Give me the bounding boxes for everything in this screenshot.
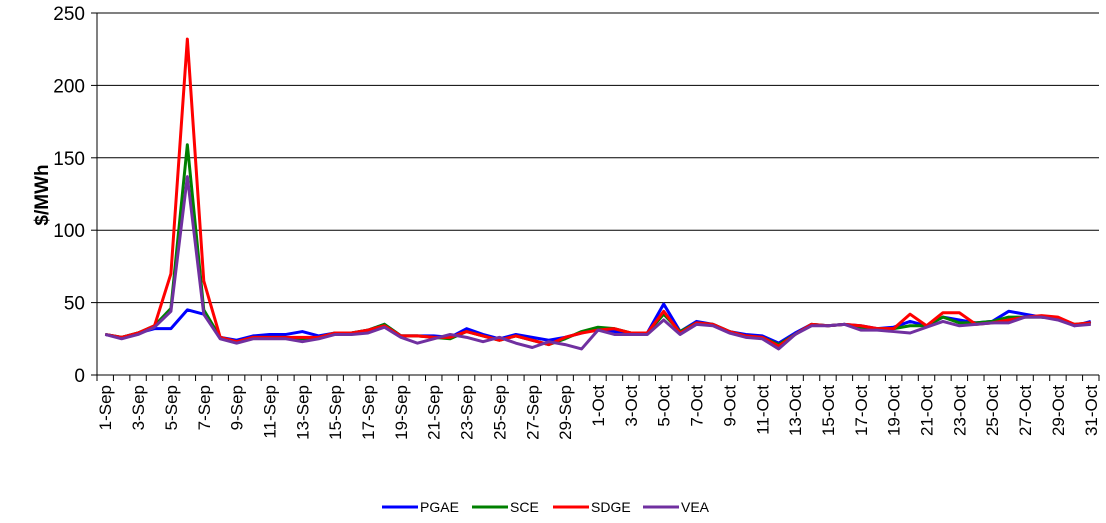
x-tick-label: 21-Sep <box>425 385 444 440</box>
x-tick-label: 25-Oct <box>983 385 1002 436</box>
x-tick-label: 1-Sep <box>96 385 115 430</box>
x-tick-label: 5-Oct <box>655 385 674 427</box>
x-tick-label: 23-Oct <box>950 385 969 436</box>
legend-label: SCE <box>510 499 539 515</box>
x-tick-label: 3-Sep <box>129 385 148 430</box>
x-tick-label: 11-Sep <box>260 385 279 439</box>
x-tick-label: 21-Oct <box>918 385 937 436</box>
x-tick-label: 27-Sep <box>523 385 542 440</box>
x-tick-label: 9-Oct <box>720 385 739 427</box>
legend-label: SDGE <box>591 499 631 515</box>
legend-label: PGAE <box>420 499 459 515</box>
x-tick-label: 13-Oct <box>786 385 805 436</box>
x-tick-label: 11-Oct <box>753 385 772 435</box>
x-tick-label: 15-Sep <box>326 385 345 440</box>
y-axis-label: $/MWh <box>32 164 53 225</box>
x-tick-label: 3-Oct <box>622 385 641 427</box>
y-tick-label: 0 <box>74 366 85 387</box>
x-tick-label: 17-Oct <box>852 385 871 436</box>
x-tick-label: 23-Sep <box>458 385 477 440</box>
y-tick-label: 200 <box>53 76 85 97</box>
y-tick-label: 150 <box>53 149 85 170</box>
x-tick-label: 7-Sep <box>195 385 214 430</box>
x-tick-label: 27-Oct <box>1016 385 1035 436</box>
x-tick-label: 13-Sep <box>293 385 312 440</box>
x-tick-label: 25-Sep <box>490 385 509 440</box>
x-tick-label: 7-Oct <box>688 385 707 427</box>
x-tick-label: 31-Oct <box>1082 385 1101 436</box>
y-tick-label: 250 <box>53 4 85 25</box>
x-tick-label: 9-Sep <box>228 385 247 430</box>
x-tick-label: 29-Oct <box>1049 385 1068 436</box>
x-tick-label: 19-Oct <box>885 385 904 436</box>
x-tick-label: 19-Sep <box>392 385 411 440</box>
y-tick-label: 50 <box>64 294 85 315</box>
series-line <box>104 175 1091 351</box>
legend-label: VEA <box>681 499 710 515</box>
y-tick-label: 100 <box>53 221 85 242</box>
x-tick-label: 1-Oct <box>589 385 608 427</box>
x-tick-label: 29-Sep <box>556 385 575 440</box>
x-tick-label: 17-Sep <box>359 385 378 440</box>
x-tick-label: 15-Oct <box>819 385 838 436</box>
x-tick-label: 5-Sep <box>162 385 181 430</box>
